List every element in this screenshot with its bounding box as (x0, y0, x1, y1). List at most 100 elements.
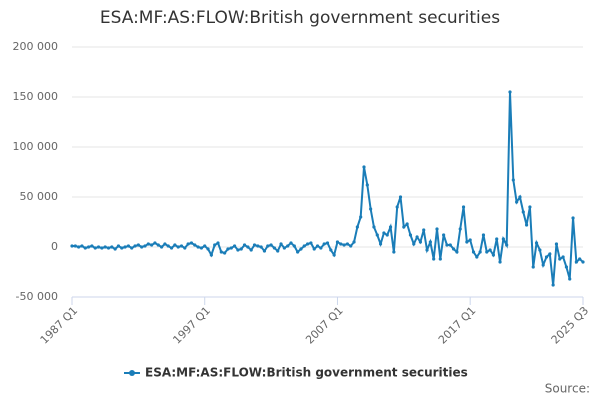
point (159, 245, 164, 249)
point (561, 255, 565, 259)
y-tick-label: 50 000 (20, 190, 59, 203)
point (548, 252, 552, 256)
point (203, 244, 207, 248)
point (564, 265, 569, 269)
point (342, 243, 346, 247)
point (491, 253, 496, 257)
point (359, 215, 363, 219)
point (96, 245, 101, 249)
point (349, 244, 353, 248)
point (126, 244, 131, 248)
point (538, 248, 542, 252)
point (196, 245, 200, 249)
point (442, 233, 446, 237)
point (140, 245, 144, 249)
point (183, 246, 187, 250)
point (465, 240, 469, 244)
point (123, 245, 127, 249)
chart-title: ESA:MF:AS:FLOW:British government securi… (100, 8, 500, 28)
point (156, 243, 160, 247)
point (256, 244, 260, 248)
y-tick-label: -50 000 (16, 290, 58, 303)
point (508, 90, 512, 94)
point (329, 248, 333, 252)
x-tick-label: 1997 Q1 (170, 304, 213, 347)
point (133, 244, 137, 248)
point (478, 250, 482, 254)
point (216, 241, 220, 245)
point (176, 245, 180, 249)
point (451, 247, 456, 251)
point (501, 237, 505, 241)
point (528, 205, 532, 209)
point (345, 242, 350, 246)
point (106, 246, 111, 250)
point (239, 247, 243, 251)
point (325, 241, 330, 245)
legend-label: ESA:MF:AS:FLOW:British government securi… (145, 366, 468, 380)
y-tick-label: 100 000 (13, 140, 59, 153)
point (296, 250, 300, 254)
point (418, 240, 423, 244)
point (382, 231, 386, 235)
point (150, 243, 154, 247)
point (83, 246, 87, 250)
point (169, 246, 174, 250)
point (448, 243, 452, 247)
point (392, 250, 396, 254)
point (206, 247, 210, 251)
point (335, 240, 340, 244)
point (355, 225, 359, 229)
point (375, 233, 379, 237)
y-tick-label: 0 (51, 240, 58, 253)
point (568, 277, 572, 281)
point (438, 257, 442, 261)
point (485, 250, 489, 254)
point (551, 283, 555, 287)
point (505, 243, 509, 247)
point (193, 243, 197, 247)
point (100, 246, 104, 250)
point (322, 242, 326, 246)
point (266, 244, 270, 248)
point (511, 178, 515, 182)
point (213, 243, 217, 247)
point (521, 210, 525, 214)
point (223, 251, 227, 255)
point (515, 200, 519, 204)
series-line (72, 91, 584, 286)
point (319, 246, 323, 250)
point (199, 246, 204, 250)
point (544, 255, 549, 259)
point (369, 207, 373, 211)
point (70, 244, 74, 248)
point (259, 245, 263, 249)
point (425, 248, 429, 252)
point (302, 244, 306, 248)
point (574, 260, 578, 264)
point (481, 233, 486, 237)
point (143, 244, 147, 248)
point (163, 242, 167, 246)
point (286, 244, 290, 248)
point (461, 205, 466, 209)
point (332, 253, 336, 257)
point (524, 223, 529, 227)
point (282, 246, 286, 250)
point (581, 260, 585, 264)
point (554, 242, 559, 246)
point (495, 237, 499, 241)
point (93, 246, 97, 250)
point (242, 243, 247, 247)
point (415, 235, 419, 239)
x-tick-label: 2017 Q1 (436, 304, 479, 347)
y-tick-label: 200 000 (13, 40, 59, 53)
point (130, 246, 134, 250)
point (73, 244, 77, 248)
point (362, 165, 366, 169)
point (312, 247, 316, 251)
point (422, 228, 426, 232)
point (252, 243, 257, 247)
point (153, 241, 157, 245)
